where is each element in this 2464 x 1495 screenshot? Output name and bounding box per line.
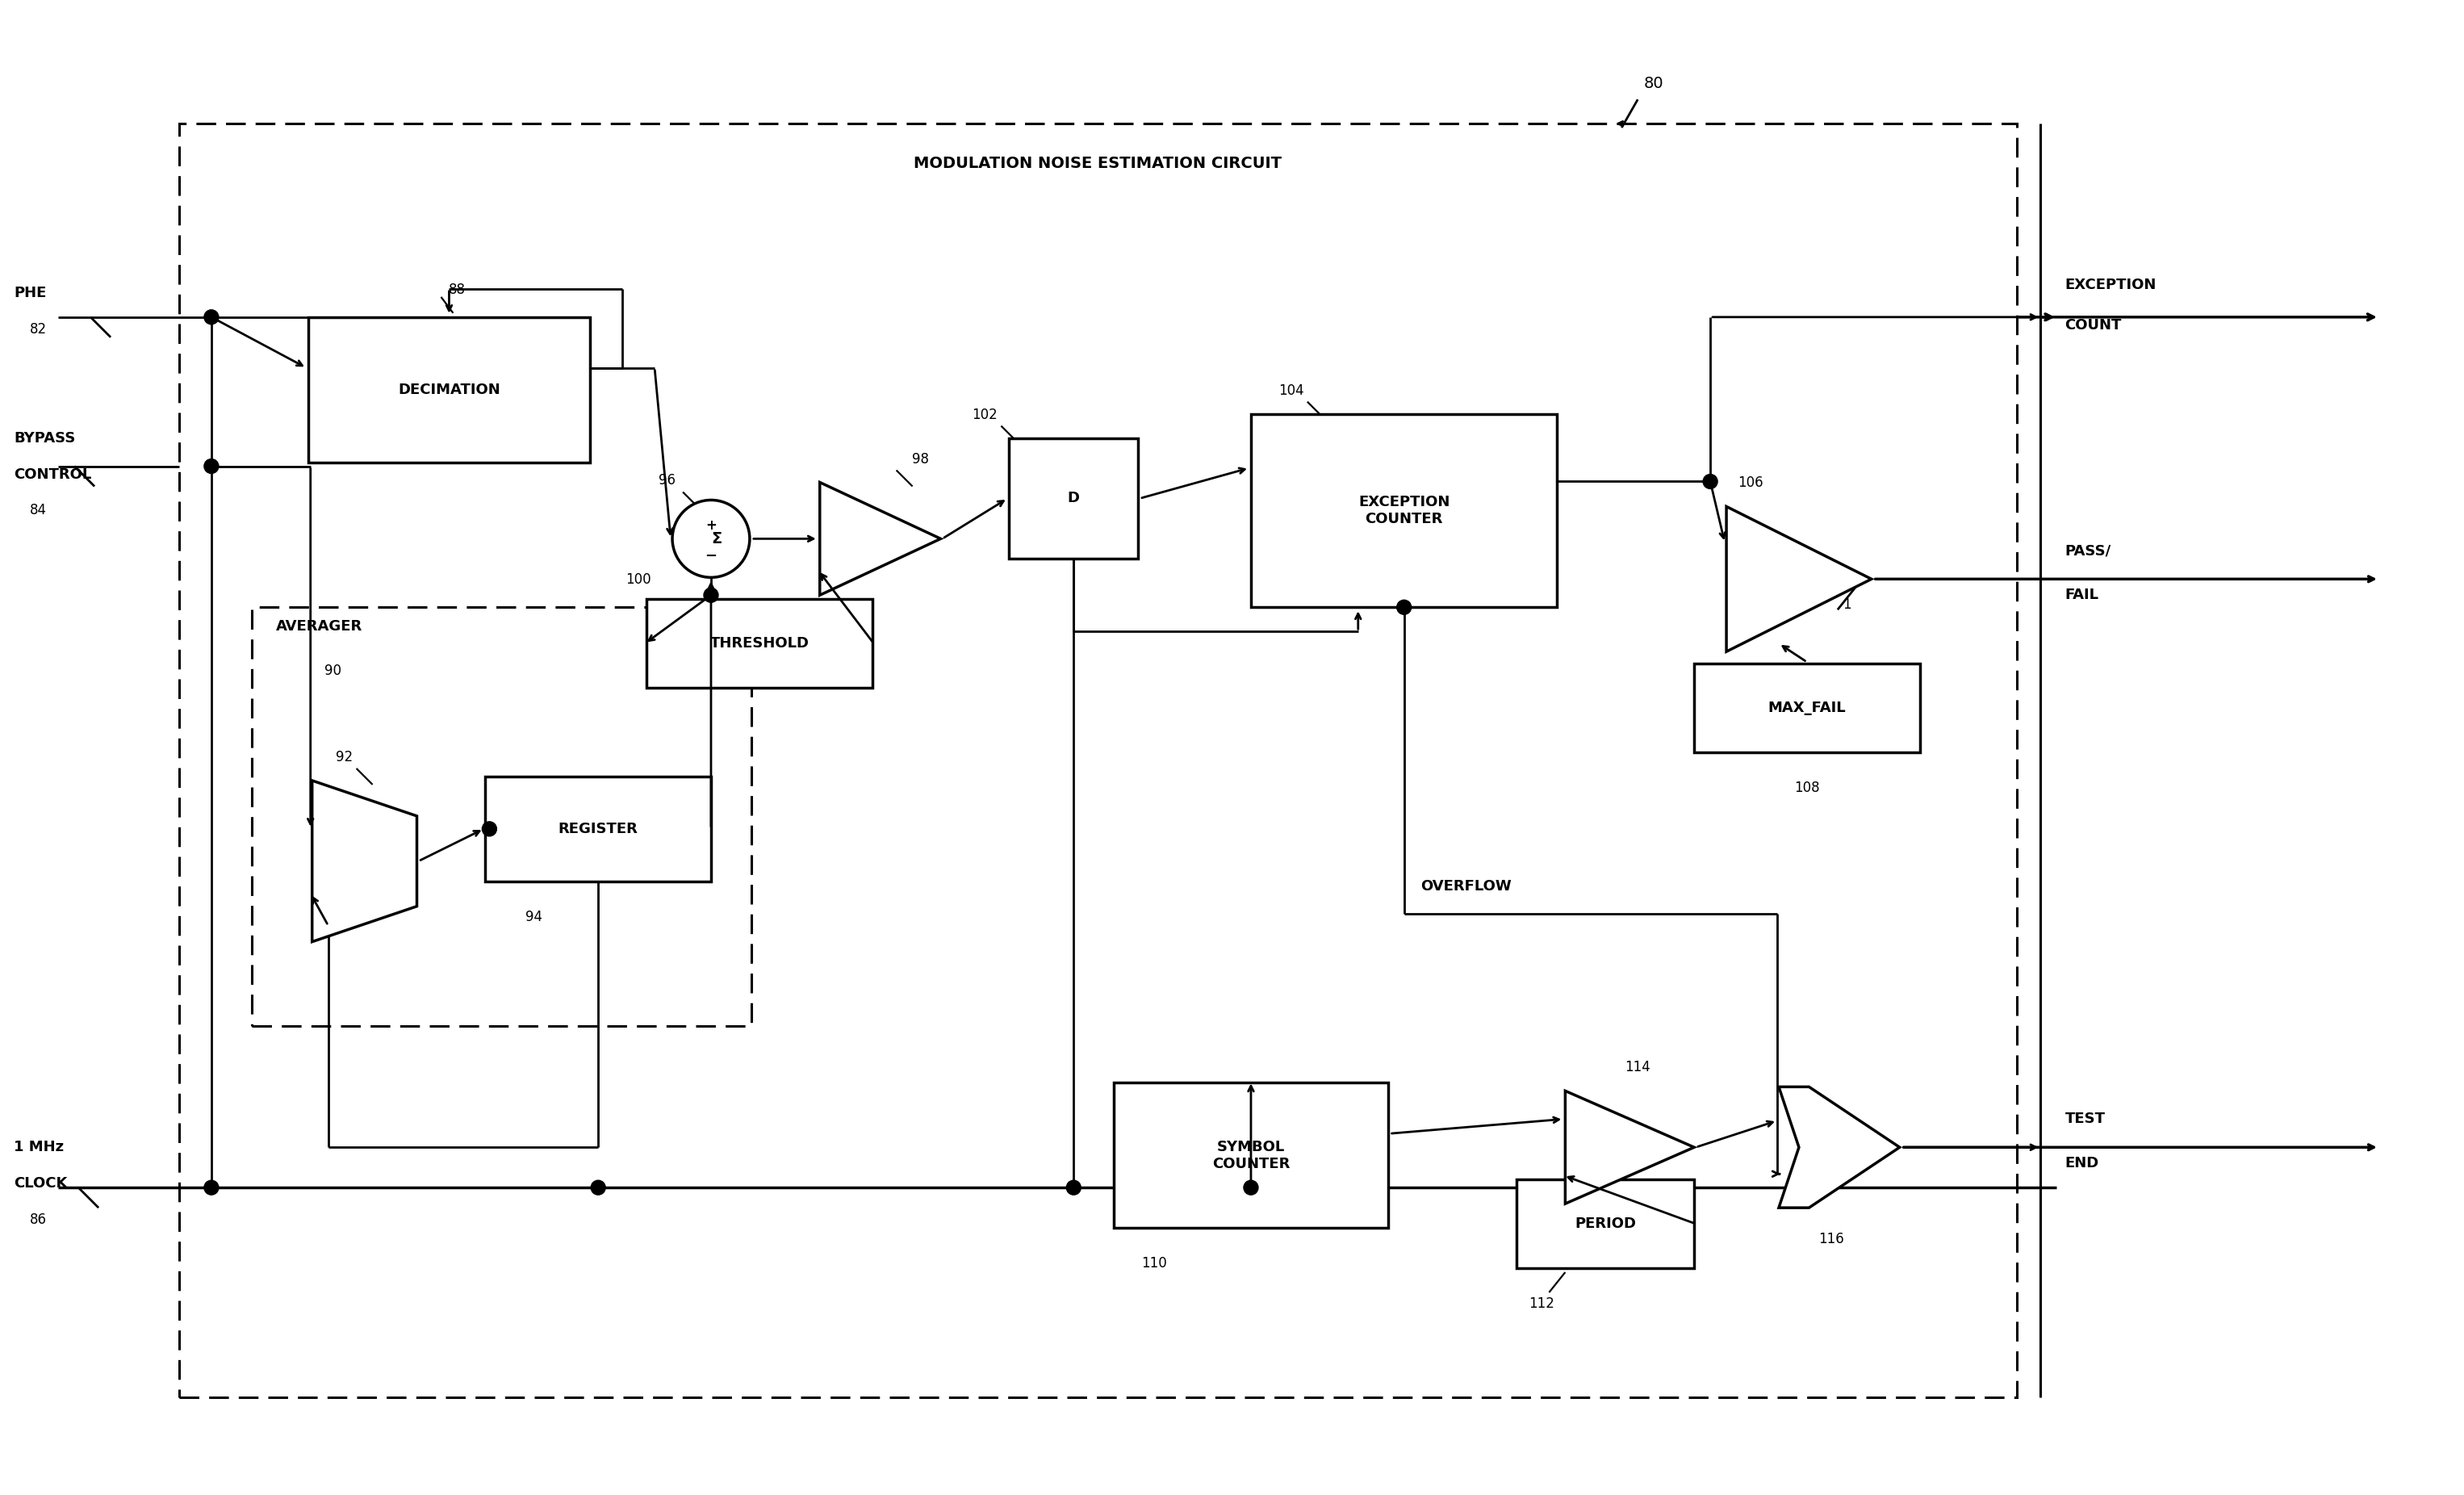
Polygon shape xyxy=(313,780,416,942)
Bar xyxy=(180,124,2016,1398)
Text: MODULATION NOISE ESTIMATION CIRCUIT: MODULATION NOISE ESTIMATION CIRCUIT xyxy=(914,155,1281,172)
Text: 100: 100 xyxy=(626,573,650,588)
Text: 102: 102 xyxy=(973,407,998,422)
Circle shape xyxy=(1244,1181,1259,1195)
Bar xyxy=(1518,1180,1695,1268)
Text: 80: 80 xyxy=(1643,76,1663,91)
Text: 110: 110 xyxy=(1141,1256,1168,1271)
Text: 90: 90 xyxy=(325,664,340,679)
Text: EXCEPTION: EXCEPTION xyxy=(2065,278,2156,292)
Text: FAIL: FAIL xyxy=(2065,588,2099,602)
Text: 92: 92 xyxy=(335,750,352,764)
Circle shape xyxy=(205,1181,219,1195)
Bar xyxy=(485,776,712,881)
Text: DECIMATION: DECIMATION xyxy=(399,383,500,396)
Text: END: END xyxy=(2065,1156,2099,1171)
Polygon shape xyxy=(821,483,941,595)
Text: Σ: Σ xyxy=(712,531,722,546)
Text: 108: 108 xyxy=(1794,780,1821,795)
Polygon shape xyxy=(1779,1087,1900,1208)
Circle shape xyxy=(1703,474,1717,489)
Text: CONTROL: CONTROL xyxy=(15,466,91,481)
Text: 86: 86 xyxy=(30,1212,47,1227)
Circle shape xyxy=(705,588,719,602)
Text: CLOCK: CLOCK xyxy=(15,1177,67,1192)
Text: 114: 114 xyxy=(1624,1060,1651,1075)
Text: REGISTER: REGISTER xyxy=(559,822,638,836)
Text: COUNT: COUNT xyxy=(2065,318,2122,332)
Text: 112: 112 xyxy=(1530,1296,1555,1311)
Text: PHE: PHE xyxy=(15,286,47,300)
Text: 88: 88 xyxy=(448,283,466,298)
Text: PASS/: PASS/ xyxy=(2065,544,2112,558)
Text: SYMBOL
COUNTER: SYMBOL COUNTER xyxy=(1212,1139,1289,1171)
Bar xyxy=(1252,414,1557,607)
Text: BYPASS: BYPASS xyxy=(15,431,76,446)
Circle shape xyxy=(205,309,219,324)
Text: 106: 106 xyxy=(1737,475,1764,490)
Text: 1: 1 xyxy=(1843,598,1850,611)
Text: 96: 96 xyxy=(658,474,675,487)
Text: OVERFLOW: OVERFLOW xyxy=(1419,879,1510,894)
Text: +: + xyxy=(705,517,717,532)
Text: D: D xyxy=(1067,492,1079,505)
Text: 116: 116 xyxy=(1818,1232,1843,1247)
Text: 1 MHz: 1 MHz xyxy=(15,1141,64,1154)
Circle shape xyxy=(1067,1181,1082,1195)
Text: PERIOD: PERIOD xyxy=(1574,1217,1636,1230)
Text: EXCEPTION
COUNTER: EXCEPTION COUNTER xyxy=(1358,495,1449,526)
Text: MAX_FAIL: MAX_FAIL xyxy=(1769,701,1846,715)
Text: 82: 82 xyxy=(30,321,47,336)
Text: 94: 94 xyxy=(525,909,542,924)
Text: TEST: TEST xyxy=(2065,1112,2104,1126)
Bar xyxy=(646,599,872,688)
Circle shape xyxy=(1397,599,1412,614)
Text: 98: 98 xyxy=(912,451,929,466)
Circle shape xyxy=(673,499,749,577)
Text: 84: 84 xyxy=(30,504,47,517)
Bar xyxy=(1114,1082,1387,1227)
Text: 104: 104 xyxy=(1279,383,1303,398)
Bar xyxy=(1695,664,1919,752)
Text: −: − xyxy=(705,549,717,564)
Circle shape xyxy=(205,459,219,474)
Bar xyxy=(251,607,752,1027)
Bar xyxy=(1010,438,1138,559)
Text: THRESHOLD: THRESHOLD xyxy=(710,637,808,650)
Circle shape xyxy=(483,822,498,836)
Polygon shape xyxy=(1565,1091,1695,1203)
Bar xyxy=(308,317,591,462)
Text: AVERAGER: AVERAGER xyxy=(276,619,362,634)
Polygon shape xyxy=(1727,507,1873,652)
Circle shape xyxy=(591,1181,606,1195)
